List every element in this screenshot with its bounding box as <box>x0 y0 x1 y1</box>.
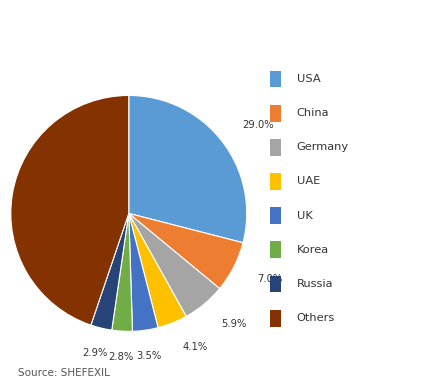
Wedge shape <box>129 213 186 327</box>
Bar <box>270 139 281 156</box>
Text: UAE: UAE <box>297 177 320 187</box>
Bar <box>270 173 281 190</box>
Text: UK: UK <box>297 211 312 221</box>
Wedge shape <box>11 95 129 325</box>
Bar <box>270 71 281 87</box>
Wedge shape <box>112 213 132 331</box>
Text: Others: Others <box>297 313 335 323</box>
Text: 2.8%: 2.8% <box>108 352 133 362</box>
Text: 5.9%: 5.9% <box>221 319 246 329</box>
Wedge shape <box>129 213 158 331</box>
Text: Russia: Russia <box>297 279 333 289</box>
Text: Korea: Korea <box>297 245 329 255</box>
Wedge shape <box>129 95 247 243</box>
Bar <box>270 275 281 293</box>
Bar <box>270 310 281 327</box>
Text: 4.1%: 4.1% <box>182 342 207 352</box>
Text: (2022-23): (2022-23) <box>186 47 258 59</box>
Wedge shape <box>91 213 129 330</box>
Wedge shape <box>129 213 220 316</box>
Bar <box>270 241 281 258</box>
Text: Source: SHEFEXIL: Source: SHEFEXIL <box>18 368 110 378</box>
Text: 7.0%: 7.0% <box>257 274 282 284</box>
Text: 29.0%: 29.0% <box>242 120 274 130</box>
Text: Germany: Germany <box>297 142 349 152</box>
Text: 2.9%: 2.9% <box>83 348 108 359</box>
Bar <box>270 207 281 224</box>
Text: 3.5%: 3.5% <box>136 351 162 361</box>
Wedge shape <box>129 213 243 289</box>
Text: China: China <box>297 108 329 118</box>
Text: USA: USA <box>297 74 320 84</box>
Text: Country-wise share of shellac and forest products exports: Country-wise share of shellac and forest… <box>4 22 440 35</box>
Bar <box>270 105 281 121</box>
